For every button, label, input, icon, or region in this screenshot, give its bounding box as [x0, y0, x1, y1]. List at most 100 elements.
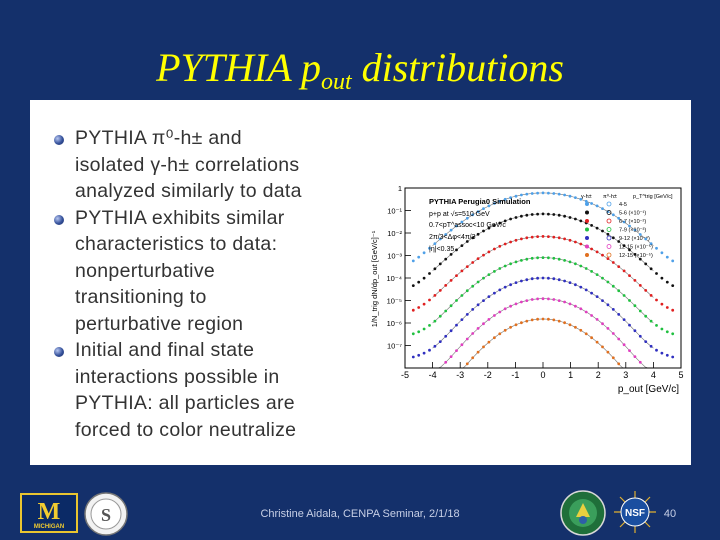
y-tick-group: 1 10⁻¹ 10⁻² 10⁻³ 10⁻⁴ 10⁻⁵ 10⁻⁶ 10⁻⁷: [386, 184, 411, 351]
data-point: [590, 291, 593, 295]
data-point: [660, 276, 664, 280]
data-point: [514, 194, 518, 198]
bullet-item: Initial and final state interactions pos…: [50, 337, 360, 443]
data-point: [568, 194, 572, 198]
data-point: [417, 280, 421, 284]
data-point: [557, 257, 561, 261]
data-point: [665, 330, 669, 334]
data-point: [520, 300, 523, 304]
bullet-line: PYTHIA exhibits similar: [75, 206, 285, 229]
data-point: [541, 297, 545, 301]
chart-annotation: 2π/3<Δφ<4π/3: [429, 234, 476, 241]
legend-marker: [585, 202, 589, 206]
data-point: [449, 329, 453, 333]
x-tick-label: -5: [401, 370, 409, 380]
data-point: [476, 327, 480, 330]
data-point: [514, 323, 518, 327]
data-point: [509, 196, 512, 199]
data-point: [476, 257, 480, 260]
data-point: [417, 306, 421, 309]
data-point: [487, 318, 491, 321]
data-point: [557, 319, 561, 323]
doe-logo: [560, 490, 606, 536]
data-point: [568, 216, 572, 219]
data-point: [611, 284, 615, 288]
data-point: [574, 240, 577, 244]
data-point: [433, 242, 437, 245]
pout-chart: -5 -4 -3 -2 -1 0 1 2 3 4 5 1 10⁻¹ 10⁻² 10⁻³ 10⁻⁴ 10⁻⁵ 10…: [365, 184, 687, 396]
data-point: [617, 362, 621, 366]
data-point: [525, 319, 529, 323]
data-point: [422, 327, 426, 331]
data-point: [579, 264, 583, 268]
data-point: [622, 244, 626, 247]
data-point: [428, 298, 431, 302]
data-point: [525, 299, 529, 302]
data-point: [611, 308, 615, 311]
data-point: [503, 307, 507, 311]
data-point: [633, 253, 637, 256]
data-point: [498, 267, 502, 270]
data-point: [552, 256, 556, 260]
data-series: [411, 212, 675, 287]
data-point: [649, 319, 653, 323]
data-point: [471, 308, 475, 311]
data-point: [552, 213, 556, 216]
bullet-dot-icon: [54, 214, 64, 225]
data-point: [557, 278, 561, 282]
data-point: [617, 337, 621, 341]
slide-title: PYTHIA pout distributions: [156, 45, 564, 95]
data-point: [547, 317, 550, 321]
data-point: [574, 217, 577, 221]
data-point: [455, 224, 458, 228]
data-point: [530, 318, 534, 322]
data-point: [671, 308, 675, 312]
x-tick-label: 4: [651, 370, 656, 380]
data-point: [525, 236, 529, 240]
bullet-list: PYTHIA π⁰-h± and isolated γ-h± correlati…: [50, 125, 360, 443]
data-point: [536, 212, 539, 216]
data-point: [547, 212, 550, 216]
data-point: [493, 314, 496, 317]
data-point: [671, 284, 675, 287]
footer-text: Christine Aidala, CENPA Seminar, 2/1/18: [260, 508, 460, 520]
data-point: [422, 302, 426, 306]
data-point: [638, 284, 642, 287]
data-point: [574, 283, 577, 287]
data-point: [536, 297, 539, 301]
data-point: [601, 276, 604, 280]
data-point: [638, 360, 642, 364]
data-point: [520, 321, 523, 325]
data-point: [471, 356, 475, 360]
data-point: [509, 217, 512, 221]
data-point: [455, 323, 458, 327]
data-point: [563, 259, 566, 262]
legend-marker: [606, 235, 612, 241]
data-point: [503, 285, 507, 289]
data-point: [422, 251, 426, 255]
legend-marker: [585, 219, 589, 223]
data-point: [541, 212, 545, 216]
data-point: [579, 197, 583, 201]
bullet-dot-icon: [54, 347, 64, 357]
data-point: [655, 298, 658, 302]
data-point: [493, 224, 496, 227]
data-point: [633, 304, 637, 308]
data-point: [595, 204, 599, 208]
data-point: [417, 255, 421, 259]
data-point: [611, 213, 615, 217]
data-point: [465, 240, 469, 243]
data-point: [493, 270, 496, 273]
data-point: [460, 269, 464, 273]
data-point: [628, 323, 631, 327]
bullet-line: PYTHIA π⁰-h± and: [75, 127, 242, 149]
data-point: [498, 310, 502, 314]
data-point: [649, 242, 653, 245]
legend-column: γ-h±: [581, 194, 592, 200]
data-point: [563, 193, 566, 197]
data-point: [595, 250, 599, 254]
x-tick-group: -5 -4 -3 -2 -1 0 1 2 3 4 5: [401, 362, 684, 380]
chart-annotation: p+p at √s=510 GeV: [429, 210, 490, 218]
svg-text:NSF: NSF: [625, 508, 645, 519]
data-point: [438, 237, 442, 241]
